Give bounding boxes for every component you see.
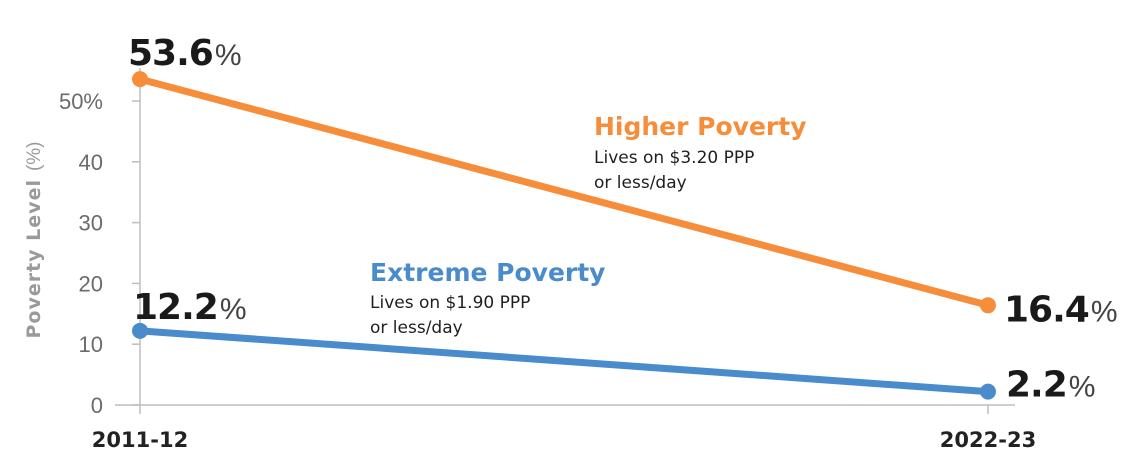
y-axis-ticks: 0 10 20 30 40 50% [59, 89, 140, 418]
legend-higher-poverty-title: Higher Poverty [594, 112, 807, 141]
y-tick-label-40: 40 [79, 150, 103, 175]
legend-extreme-poverty-title: Extreme Poverty [370, 258, 605, 287]
legend-extreme-poverty-desc-2: or less/day [370, 318, 463, 338]
value-labels: 53.6% 16.4% 12.2% 2.2% [128, 33, 1118, 406]
y-axis-title-unit: (%) [24, 141, 45, 171]
y-axis-title-main: Poverty Level [23, 179, 45, 338]
higher-poverty-point-2022-23 [980, 297, 996, 314]
higher-poverty-point-2011-12 [132, 71, 148, 88]
y-tick-label-30: 30 [79, 211, 103, 236]
legend-higher-poverty: Higher Poverty Lives on $3.20 PPP or les… [594, 112, 807, 193]
extreme-poverty-value-label-2011-12: 12.2% [133, 287, 247, 328]
extreme-poverty-point-2022-23 [980, 383, 996, 400]
y-tick-label-0: 0 [91, 393, 103, 418]
legend-higher-poverty-desc-1: Lives on $3.20 PPP [594, 148, 754, 168]
y-axis-title: Poverty Level (%) [23, 141, 45, 338]
higher-poverty-value-label-2022-23: 16.4% [1004, 289, 1118, 330]
series-layer [132, 71, 996, 400]
higher-poverty-line [136, 75, 992, 309]
legend-extreme-poverty-desc-1: Lives on $1.90 PPP [370, 293, 530, 313]
x-label-2022-23: 2022-23 [940, 428, 1036, 452]
y-tick-label-20: 20 [79, 271, 103, 296]
y-tick-label-10: 10 [79, 332, 103, 357]
legend-higher-poverty-desc-2: or less/day [594, 173, 687, 193]
extreme-poverty-value-label-2022-23: 2.2% [1006, 365, 1095, 406]
legend-extreme-poverty: Extreme Poverty Lives on $1.90 PPP or le… [370, 258, 605, 338]
extreme-poverty-point-2011-12 [132, 322, 148, 339]
y-tick-label-50: 50% [59, 89, 103, 114]
extreme-poverty-line [136, 327, 992, 396]
x-label-2011-12: 2011-12 [92, 428, 188, 452]
higher-poverty-value-label-2011-12: 53.6% [128, 33, 242, 74]
